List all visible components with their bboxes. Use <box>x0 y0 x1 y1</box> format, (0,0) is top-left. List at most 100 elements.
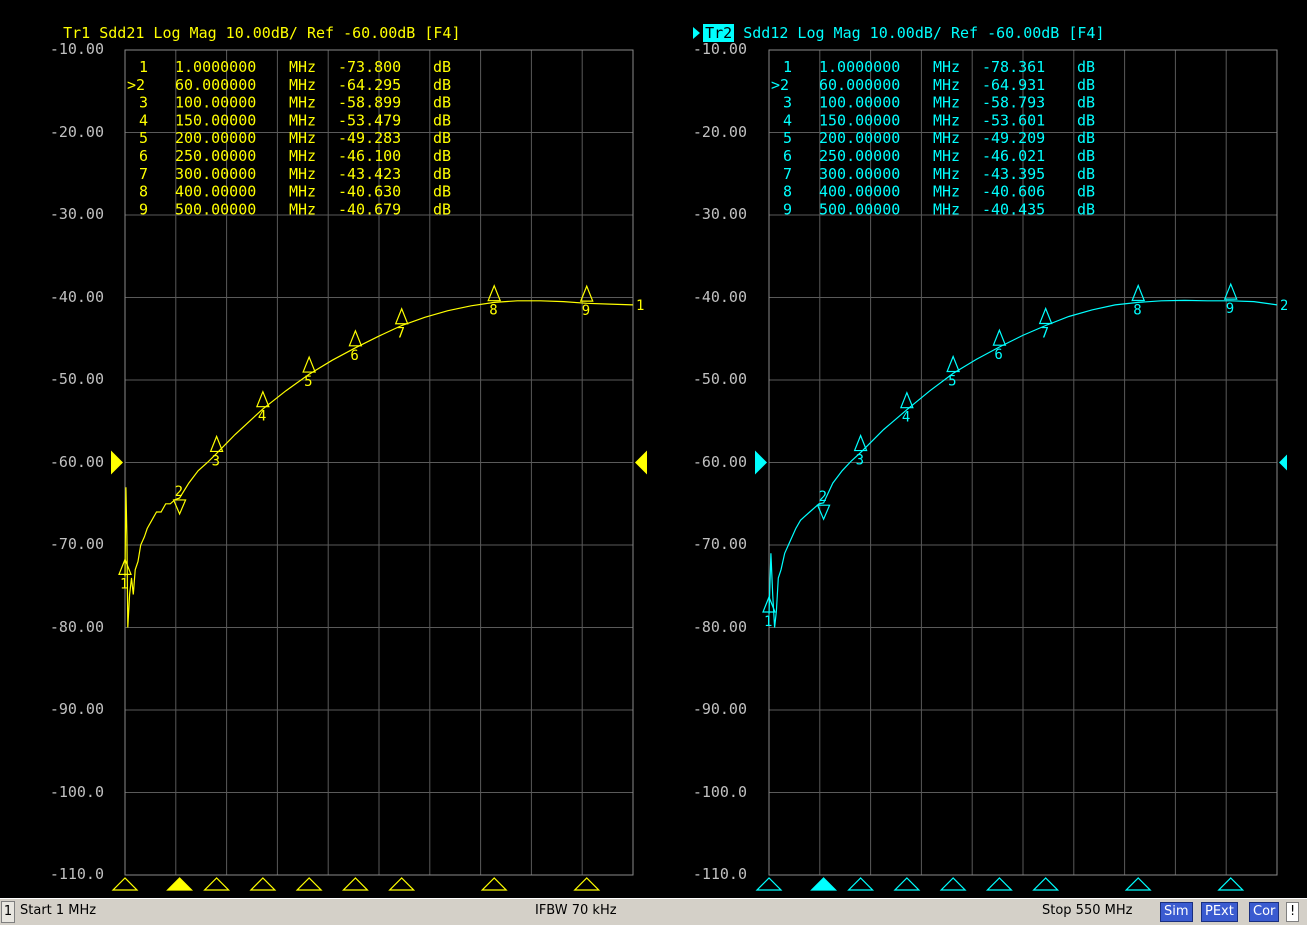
marker-5-icon[interactable]: 5 <box>302 355 317 390</box>
marker-8-icon[interactable]: 8 <box>487 284 502 319</box>
stimulus-marker-icon[interactable] <box>573 877 601 891</box>
marker-value-unit: dB <box>1077 76 1095 94</box>
trace1-params: Sdd21 Log Mag 10.00dB/ Ref -60.00dB [F4] <box>90 24 461 42</box>
marker-table-row[interactable]: 7 300.00000 MHz -43.395 dB <box>783 165 1095 183</box>
stop-frequency[interactable]: Stop 550 MHz <box>1042 903 1133 918</box>
trace2-label[interactable]: Tr2 <box>703 24 735 42</box>
marker-6-icon[interactable]: 6 <box>992 328 1007 363</box>
trace2-plot[interactable]: 21 1.0000000 MHz -78.361 dB1>2 60.000000 MHz -6… <box>640 0 1287 898</box>
marker-table-row[interactable]: 1 1.0000000 MHz -78.361 dB <box>783 58 1095 76</box>
stimulus-marker-icon[interactable] <box>755 877 783 891</box>
marker-frequency: 400.00000 <box>819 183 900 201</box>
start-frequency[interactable]: Start 1 MHz <box>20 903 97 918</box>
trace-line[interactable] <box>768 299 1278 628</box>
marker-9-icon[interactable]: 9 <box>579 284 594 319</box>
stimulus-marker-icon[interactable] <box>1124 877 1152 891</box>
marker-table-row[interactable]: 9 500.00000 MHz -40.435 dB <box>783 200 1095 218</box>
left-y-label: -20.00 <box>49 122 104 141</box>
marker-value-unit: dB <box>433 165 451 183</box>
marker-table-row[interactable]: 9 500.00000 MHz -40.679 dB <box>139 200 451 218</box>
stimulus-marker-icon[interactable] <box>939 877 967 891</box>
stimulus-marker-icon[interactable] <box>810 877 838 891</box>
stimulus-marker-icon[interactable] <box>388 877 416 891</box>
marker-table-row[interactable]: 4 150.00000 MHz -53.601 dB <box>783 111 1095 129</box>
marker-table-row[interactable]: 1 1.0000000 MHz -73.800 dB <box>139 58 451 76</box>
marker-number: >2 <box>771 76 789 94</box>
marker-table-row[interactable]: 3 100.00000 MHz -58.793 dB <box>783 94 1095 112</box>
marker-5-icon[interactable]: 5 <box>946 354 961 389</box>
stimulus-marker-icon[interactable] <box>1217 877 1245 891</box>
marker-value: -64.931 <box>982 76 1045 94</box>
marker-table-row[interactable]: 5 200.00000 MHz -49.283 dB <box>139 129 451 147</box>
marker-number: 9 <box>783 200 792 218</box>
stimulus-marker-icon[interactable] <box>249 877 277 891</box>
trace1-label[interactable]: Tr1 <box>63 24 91 42</box>
marker-table-row[interactable]: 6 250.00000 MHz -46.100 dB <box>139 147 451 165</box>
marker-triangle <box>1038 306 1053 325</box>
marker-3-icon[interactable]: 3 <box>209 434 224 469</box>
warning-indicator[interactable]: ! <box>1286 902 1300 922</box>
trace-line[interactable] <box>124 300 634 628</box>
marker-table-row[interactable]: >2 60.000000 MHz -64.295 dB <box>127 76 451 94</box>
stimulus-marker-icon[interactable] <box>203 877 231 891</box>
marker-4-icon[interactable]: 4 <box>899 391 914 426</box>
marker-table-row[interactable]: >2 60.000000 MHz -64.931 dB <box>771 76 1095 94</box>
ref-level-left-icon[interactable] <box>111 450 123 475</box>
marker-value-unit: dB <box>433 76 451 94</box>
ref-level-left-icon[interactable] <box>755 450 767 475</box>
trace1-plot[interactable]: 11 1.0000000 MHz -73.800 dB1>2 60.000000 MHz -6… <box>0 0 660 898</box>
marker-table-row[interactable]: 8 400.00000 MHz -40.630 dB <box>139 183 451 201</box>
marker-value-unit: dB <box>1077 129 1095 147</box>
stimulus-marker-icon[interactable] <box>295 877 323 891</box>
channel-indicator[interactable]: 1 <box>1 901 15 923</box>
trace2-params: Sdd12 Log Mag 10.00dB/ Ref -60.00dB [F4] <box>734 24 1105 42</box>
marker-value: -49.283 <box>338 129 401 147</box>
marker-table-row[interactable]: 7 300.00000 MHz -43.423 dB <box>139 165 451 183</box>
correction-indicator[interactable]: Cor <box>1249 902 1280 922</box>
status-bar: 1 Start 1 MHz IFBW 70 kHz Stop 550 MHz S… <box>0 898 1307 925</box>
marker-table-row[interactable]: 8 400.00000 MHz -40.606 dB <box>783 183 1095 201</box>
marker-label: 3 <box>212 453 220 469</box>
marker-7-icon[interactable]: 7 <box>394 307 409 342</box>
marker-2-icon[interactable]: 2 <box>816 489 831 521</box>
marker-3-icon[interactable]: 3 <box>853 433 868 469</box>
stimulus-marker-icon[interactable] <box>985 877 1013 891</box>
ifbw-value[interactable]: IFBW 70 kHz <box>535 903 617 918</box>
trace1-header[interactable]: Tr1 Sdd21 Log Mag 10.00dB/ Ref -60.00dB … <box>27 6 460 60</box>
marker-frequency-unit: MHz <box>289 94 316 112</box>
marker-label: 1 <box>764 614 772 630</box>
marker-value: -43.395 <box>982 165 1045 183</box>
marker-table-row[interactable]: 3 100.00000 MHz -58.899 dB <box>139 94 451 112</box>
stimulus-marker-icon[interactable] <box>847 877 875 891</box>
stimulus-marker-icon[interactable] <box>111 877 139 891</box>
plot-frame <box>124 49 634 876</box>
ref-level-right-icon[interactable] <box>635 450 647 475</box>
marker-1-icon[interactable]: 1 <box>118 557 132 592</box>
stimulus-marker-icon[interactable] <box>1032 877 1060 891</box>
sim-indicator[interactable]: Sim <box>1160 902 1193 922</box>
marker-table-row[interactable]: 4 150.00000 MHz -53.479 dB <box>139 111 451 129</box>
marker-table-row[interactable]: 6 250.00000 MHz -46.021 dB <box>783 147 1095 165</box>
marker-9-icon[interactable]: 9 <box>1223 282 1238 317</box>
marker-1-icon[interactable]: 1 <box>762 595 776 630</box>
marker-6-icon[interactable]: 6 <box>348 329 363 364</box>
ref-level-right-icon[interactable] <box>1279 451 1287 475</box>
stimulus-marker-icon[interactable] <box>166 877 194 891</box>
trace2-header[interactable]: Tr2 Sdd12 Log Mag 10.00dB/ Ref -60.00dB … <box>657 6 1104 60</box>
marker-8-icon[interactable]: 8 <box>1131 283 1146 318</box>
marker-label: 1 <box>120 576 128 592</box>
port-extension-indicator[interactable]: PExt <box>1201 902 1238 922</box>
marker-4-icon[interactable]: 4 <box>255 390 270 425</box>
stimulus-marker-icon[interactable] <box>480 877 508 891</box>
stimulus-marker-icon[interactable] <box>893 877 921 891</box>
marker-frequency: 150.00000 <box>175 111 256 129</box>
marker-value-unit: dB <box>1077 200 1095 218</box>
marker-frequency-unit: MHz <box>933 111 960 129</box>
marker-2-icon[interactable]: 2 <box>172 484 187 516</box>
marker-table-row[interactable]: 5 200.00000 MHz -49.209 dB <box>783 129 1095 147</box>
stimulus-marker-icon[interactable] <box>341 877 369 891</box>
right-y-label: -90.00 <box>692 700 747 718</box>
marker-7-icon[interactable]: 7 <box>1038 306 1053 342</box>
marker-frequency-unit: MHz <box>289 76 316 94</box>
marker-frequency: 250.00000 <box>175 147 256 165</box>
